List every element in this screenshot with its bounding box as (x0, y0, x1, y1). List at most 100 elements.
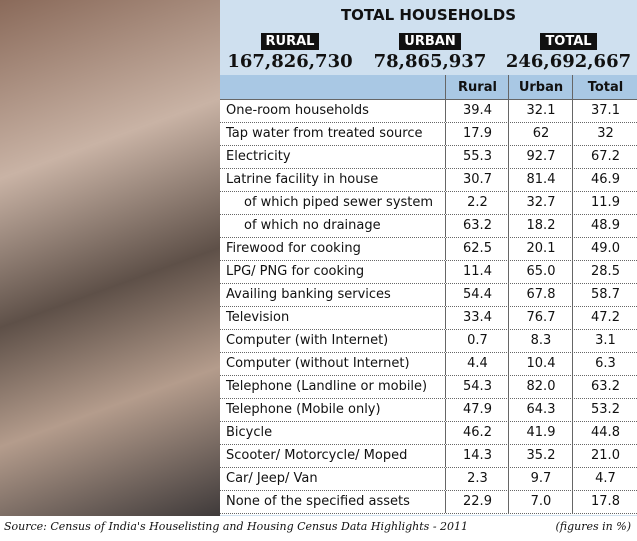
cell-value: 62.5 (445, 238, 509, 260)
cell-value: 17.9 (445, 123, 509, 145)
cell-value: 22.9 (445, 491, 509, 513)
row-label: Availing banking services (226, 287, 391, 302)
cell-value: 62 (508, 123, 573, 145)
table-row: Availing banking services 54.4 67.8 58.7 (220, 284, 637, 307)
cell-value: 14.3 (445, 445, 509, 467)
cell-value: 58.7 (572, 284, 637, 306)
total-value: 78,865,937 (373, 51, 487, 72)
row-label: Telephone (Mobile only) (226, 402, 381, 417)
cell-value: 37.1 (572, 100, 637, 122)
cell-value: 63.2 (572, 376, 637, 398)
cell-value: 67.2 (572, 146, 637, 168)
total-label: TOTAL (540, 33, 597, 50)
table-row: None of the specified assets 22.9 7.0 17.8 (220, 491, 637, 514)
cell-value: 6.3 (572, 353, 637, 375)
row-label: Scooter/ Motorcycle/ Moped (226, 448, 408, 463)
total-label: RURAL (260, 33, 320, 50)
cell-value: 67.8 (508, 284, 573, 306)
table-row: Computer (without Internet) 4.4 10.4 6.3 (220, 353, 637, 376)
table-row: of which no drainage 63.2 18.2 48.9 (220, 215, 637, 238)
cell-value: 46.2 (445, 422, 509, 444)
cell-value: 18.2 (508, 215, 573, 237)
cell-value: 33.4 (445, 307, 509, 329)
cell-value: 41.9 (508, 422, 573, 444)
table-row: Firewood for cooking 62.5 20.1 49.0 (220, 238, 637, 261)
cell-value: 48.9 (572, 215, 637, 237)
cell-value: 46.9 (572, 169, 637, 191)
cell-value: 65.0 (508, 261, 573, 283)
cell-value: 35.2 (508, 445, 573, 467)
table-row: Bicycle 46.2 41.9 44.8 (220, 422, 637, 445)
cell-value: 53.2 (572, 399, 637, 421)
cell-value: 82.0 (508, 376, 573, 398)
row-label: None of the specified assets (226, 494, 410, 509)
total-block: URBAN 78,865,937 (360, 30, 500, 72)
cell-value: 0.7 (445, 330, 509, 352)
table-row: Tap water from treated source 17.9 62 32 (220, 123, 637, 146)
cell-value: 4.4 (445, 353, 509, 375)
cell-value: 28.5 (572, 261, 637, 283)
row-label: of which piped sewer system (244, 195, 434, 210)
column-header: Rural (445, 75, 509, 99)
cell-value: 54.3 (445, 376, 509, 398)
cell-value: 32 (572, 123, 637, 145)
cell-value: 54.4 (445, 284, 509, 306)
cell-value: 92.7 (508, 146, 573, 168)
table-row: Scooter/ Motorcycle/ Moped 14.3 35.2 21.0 (220, 445, 637, 468)
cell-value: 55.3 (445, 146, 509, 168)
row-label: LPG/ PNG for cooking (226, 264, 365, 279)
cell-value: 76.7 (508, 307, 573, 329)
row-label: Firewood for cooking (226, 241, 361, 256)
cell-value: 63.2 (445, 215, 509, 237)
cell-value: 2.2 (445, 192, 509, 214)
table-row: One-room households 39.4 32.1 37.1 (220, 100, 637, 123)
cell-value: 44.8 (572, 422, 637, 444)
header-row: Rural Urban Total (220, 75, 637, 100)
cell-value: 10.4 (508, 353, 573, 375)
total-value: 246,692,667 (505, 51, 632, 72)
column-header: Urban (508, 75, 573, 99)
cell-value: 9.7 (508, 468, 573, 490)
cell-value: 21.0 (572, 445, 637, 467)
table-row: Electricity 55.3 92.7 67.2 (220, 146, 637, 169)
crowd-photo (0, 0, 220, 516)
row-label: One-room households (226, 103, 369, 118)
table: Rural Urban Total One-room households 39.4 32… (220, 75, 637, 515)
column-header: Total (572, 75, 637, 99)
cell-value: 39.4 (445, 100, 509, 122)
cell-value: 47.2 (572, 307, 637, 329)
cell-value: 32.7 (508, 192, 573, 214)
cell-value: 8.3 (508, 330, 573, 352)
row-label: Tap water from treated source (226, 126, 423, 141)
row-label: Car/ Jeep/ Van (226, 471, 318, 486)
total-label: URBAN (399, 33, 461, 50)
cell-value: 11.9 (572, 192, 637, 214)
cell-value: 17.8 (572, 491, 637, 513)
cell-value: 3.1 (572, 330, 637, 352)
table-row: Car/ Jeep/ Van 2.3 9.7 4.7 (220, 468, 637, 491)
table-row: Latrine facility in house 30.7 81.4 46.9 (220, 169, 637, 192)
cell-value: 7.0 (508, 491, 573, 513)
table-row: LPG/ PNG for cooking 11.4 65.0 28.5 (220, 261, 637, 284)
row-label: Television (226, 310, 290, 325)
table-row: of which piped sewer system 2.2 32.7 11.9 (220, 192, 637, 215)
cell-value: 64.3 (508, 399, 573, 421)
note: (figures in %) (555, 520, 631, 533)
cell-value: 11.4 (445, 261, 509, 283)
footer: Source: Census of India's Houselisting a… (0, 516, 637, 541)
cell-value: 47.9 (445, 399, 509, 421)
row-label: Computer (without Internet) (226, 356, 410, 371)
row-label: Bicycle (226, 425, 273, 440)
row-label: of which no drainage (244, 218, 381, 233)
table-row: Telephone (Mobile only) 47.9 64.3 53.2 (220, 399, 637, 422)
title: TOTAL HOUSEHOLDS (340, 6, 517, 24)
row-label: Electricity (226, 149, 291, 164)
total-block: RURAL 167,826,730 (220, 30, 360, 72)
cell-value: 20.1 (508, 238, 573, 260)
table-row: Television 33.4 76.7 47.2 (220, 307, 637, 330)
total-value: 167,826,730 (227, 51, 353, 72)
cell-value: 49.0 (572, 238, 637, 260)
table-row: Computer (with Internet) 0.7 8.3 3.1 (220, 330, 637, 353)
row-label: Latrine facility in house (226, 172, 379, 187)
